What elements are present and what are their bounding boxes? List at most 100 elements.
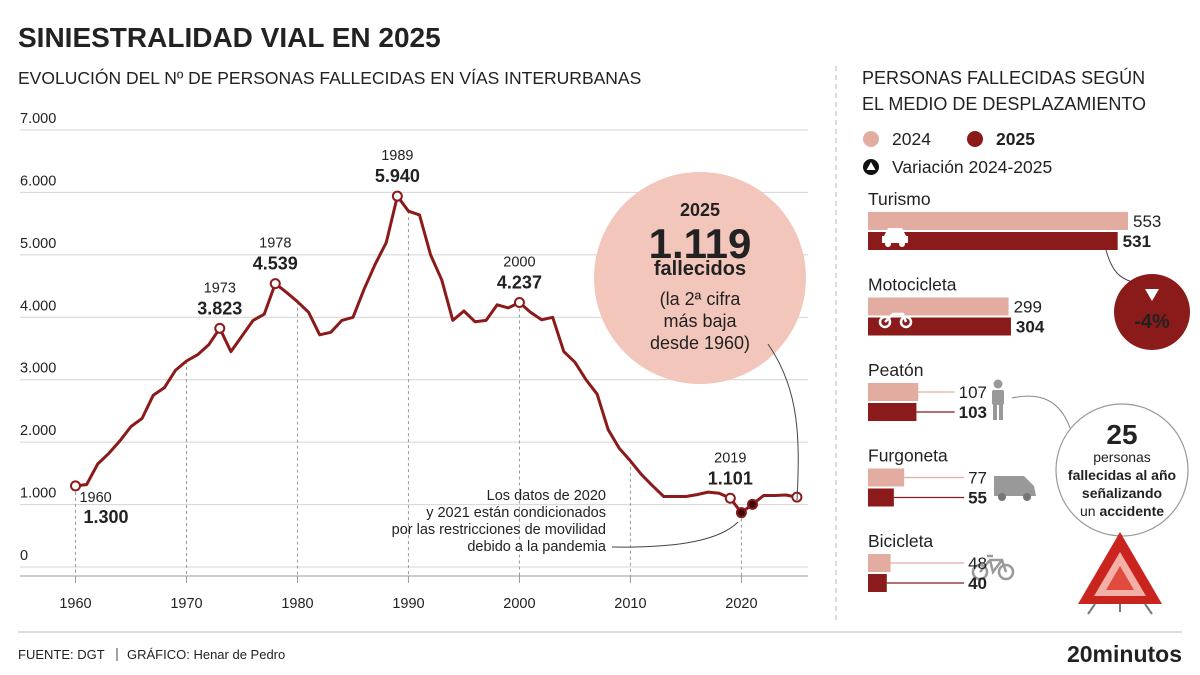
variation-arrow — [1145, 289, 1159, 301]
bar — [868, 232, 1118, 250]
point-marker — [214, 322, 226, 334]
point-marker — [724, 492, 736, 504]
year-label: 2000 — [503, 254, 535, 270]
category-label: Motocicleta — [868, 275, 957, 295]
page-title: SINIESTRALIDAD VIAL EN 2025 — [18, 22, 441, 53]
legend-triangle — [866, 162, 876, 170]
y-tick-label: 2.000 — [20, 423, 56, 439]
bar — [868, 212, 1128, 230]
bar — [868, 554, 891, 572]
year-label: 1978 — [259, 236, 291, 252]
year-label: 1989 — [381, 148, 413, 164]
value-label: 55 — [968, 489, 987, 508]
legend-label: 2025 — [996, 129, 1035, 149]
callout-text: fallecidos — [654, 258, 746, 280]
callout-text: (la 2ª cifra — [660, 289, 742, 309]
year-label: 2019 — [714, 450, 746, 466]
bar — [868, 574, 887, 592]
bike-icon — [971, 554, 1015, 581]
bar-chart-title: EL MEDIO DE DESPLAZAMIENTO — [862, 94, 1146, 114]
callout-value: 1.119 — [649, 220, 752, 267]
x-tick-label: 1960 — [59, 596, 91, 612]
value-label: 299 — [1014, 298, 1042, 317]
callout-text: accidente — [1099, 503, 1164, 519]
value-label: 40 — [968, 574, 987, 593]
x-tick-label: 2020 — [725, 596, 757, 612]
callout-text: señalizando — [1082, 485, 1162, 501]
variation-connector — [1105, 249, 1133, 283]
callout-value: 25 — [1106, 419, 1137, 450]
value-label: 553 — [1133, 212, 1161, 231]
category-label: Furgoneta — [868, 446, 948, 466]
point-marker — [747, 498, 759, 510]
y-tick-label: 6.000 — [20, 173, 56, 189]
y-tick-label: 7.000 — [20, 111, 56, 127]
note: por las restricciones de movilidad — [392, 522, 606, 538]
warning-triangle — [1078, 532, 1162, 615]
van-icon — [994, 476, 1036, 501]
callout-text: un — [1080, 503, 1096, 519]
callout-connector — [767, 343, 799, 501]
callout-text: más baja — [663, 311, 737, 331]
bar — [868, 297, 1009, 316]
category-label: Bicicleta — [868, 531, 933, 551]
value-label: 77 — [968, 469, 987, 488]
value-label: 107 — [959, 383, 987, 402]
line-series — [75, 194, 798, 515]
value-label: 103 — [959, 403, 987, 422]
value-label: 1.300 — [83, 507, 128, 527]
value-label: 48 — [968, 554, 987, 573]
callout-text: desde 1960) — [650, 333, 750, 353]
year-label: 1973 — [204, 280, 236, 296]
point-marker — [513, 296, 525, 308]
callout-circle — [594, 172, 806, 384]
value-label: 1.101 — [708, 468, 753, 488]
variation-label: -4% — [1134, 311, 1170, 333]
value-label: 3.823 — [197, 298, 242, 318]
line-chart: 0 1.000 2.000 3.000 4.000 5.000 6.000 7.000 1960… — [20, 111, 808, 612]
variation-badge — [1114, 274, 1190, 350]
callout-year: 2025 — [680, 200, 720, 220]
y-tick-label: 4.000 — [20, 298, 56, 314]
bar — [868, 488, 894, 507]
value-label: 5.940 — [375, 166, 420, 186]
bar — [868, 468, 905, 487]
category-label: Turismo — [868, 189, 931, 209]
note-connector — [611, 521, 739, 548]
y-tick-label: 3.000 — [20, 361, 56, 377]
value-label: 531 — [1123, 232, 1151, 251]
callout-text: un accidente — [1080, 503, 1164, 519]
note: Los datos de 2020 — [487, 488, 606, 504]
point-marker — [391, 190, 403, 202]
note: debido a la pandemia — [467, 539, 607, 555]
point-marker — [269, 278, 281, 290]
value-label: 4.539 — [253, 254, 298, 274]
category-label: Peatón — [868, 360, 923, 380]
callout-connector — [1011, 395, 1071, 429]
point-marker — [69, 480, 81, 492]
legend-label: Variación 2024-2025 — [892, 157, 1052, 177]
legend-swatch — [967, 131, 983, 147]
y-tick-label: 1.000 — [20, 486, 56, 502]
x-tick-label: 1970 — [170, 596, 202, 612]
credit: GRÁFICO: Henar de Pedro — [127, 647, 285, 662]
x-tick-label: 1990 — [392, 596, 424, 612]
source: FUENTE: DGT — [18, 647, 105, 662]
moto-icon — [878, 312, 913, 329]
y-tick-label: 5.000 — [20, 236, 56, 252]
bar — [868, 317, 1011, 336]
callout-text: personas — [1093, 449, 1151, 465]
x-tick-label: 1980 — [281, 596, 313, 612]
x-tick-label: 2000 — [503, 596, 535, 612]
legend-label: 2024 — [892, 129, 931, 149]
legend-swatch — [863, 131, 879, 147]
value-label: 304 — [1016, 318, 1045, 337]
car-icon — [882, 228, 908, 247]
bar — [868, 403, 917, 421]
point-marker — [735, 507, 747, 519]
callout-text: fallecidas al año — [1068, 467, 1176, 483]
year-label: 1960 — [79, 490, 111, 506]
note: y 2021 están condicionados — [426, 505, 606, 521]
